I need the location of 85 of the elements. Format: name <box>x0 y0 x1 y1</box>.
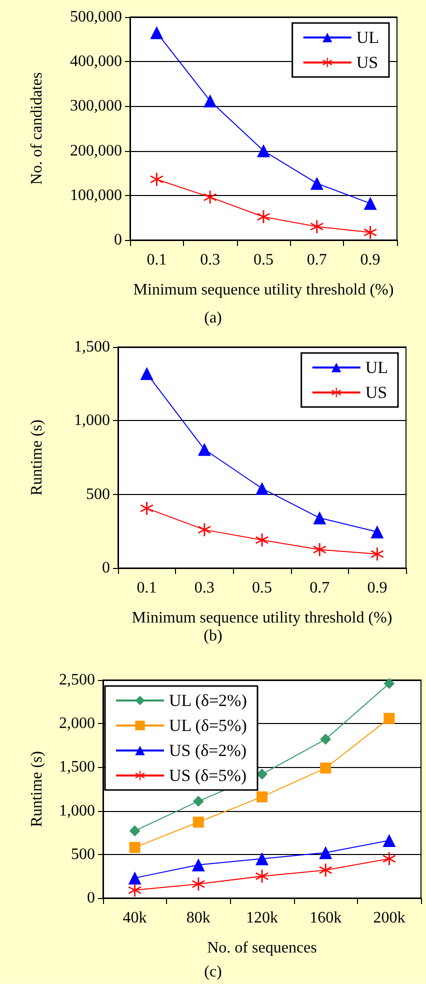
point <box>140 367 154 380</box>
point <box>256 482 268 495</box>
x-tick-label: 160k <box>310 910 342 926</box>
legend-label: UL <box>365 358 388 377</box>
point <box>256 852 268 866</box>
y-tick-label: 400,000 <box>70 53 122 70</box>
point <box>256 791 268 802</box>
x-tick-label: 120k <box>246 910 278 926</box>
point <box>313 511 326 524</box>
point <box>256 768 268 780</box>
y-tick-label: 300,000 <box>70 98 122 115</box>
x-tick-label: 0.3 <box>194 580 214 596</box>
legend-label: US (δ=5%) <box>169 766 247 785</box>
y-tick-label: 0 <box>87 890 95 906</box>
x-tick-label: 200k <box>373 910 406 926</box>
y-axis-title: No. of candidates <box>28 72 46 185</box>
point <box>320 762 332 774</box>
y-tick-label: 0 <box>102 560 110 576</box>
y-tick-label: 1,000 <box>74 412 110 430</box>
point <box>310 220 324 234</box>
point <box>192 858 205 872</box>
point <box>140 502 154 515</box>
y-tick-label: 1,500 <box>74 338 110 356</box>
point <box>313 543 326 556</box>
point <box>150 172 164 186</box>
point <box>310 176 324 190</box>
point <box>198 442 211 456</box>
text: (b) <box>204 628 222 644</box>
point <box>364 226 377 239</box>
legend-label: UL (δ=2%) <box>169 691 247 710</box>
point <box>150 26 164 40</box>
point <box>128 871 142 884</box>
x-axis-title: No. of sequences <box>207 940 317 956</box>
y-tick-label: 2,500 <box>59 672 95 688</box>
y-tick-label: 500 <box>86 486 110 503</box>
y-tick-label: 500 <box>71 846 95 863</box>
point <box>370 548 384 561</box>
x-tick-label: 0.5 <box>254 252 274 268</box>
x-tick-label: 0.9 <box>367 580 388 596</box>
y-axis-title: Runtime (s) <box>28 751 46 827</box>
y-tick-label: 1,000 <box>59 802 95 820</box>
point <box>370 525 384 538</box>
x-tick-label: 0.1 <box>136 580 157 596</box>
x-tick-label: 80k <box>186 910 210 926</box>
x-tick-label: 0.3 <box>200 252 220 268</box>
point <box>384 678 395 689</box>
point <box>319 846 332 860</box>
x-tick-label: 0.1 <box>146 252 167 268</box>
x-tick-label: 40k <box>122 910 147 926</box>
legend-label: US <box>356 53 378 72</box>
x-tick-label: 0.9 <box>360 252 380 268</box>
point <box>364 196 377 210</box>
x-tick-label: 0.5 <box>252 580 272 596</box>
point <box>129 825 140 836</box>
y-tick-label: 1,500 <box>59 758 95 776</box>
point <box>192 816 204 828</box>
point <box>257 144 270 158</box>
text: (c) <box>204 964 222 980</box>
y-tick-label: 200,000 <box>70 142 122 160</box>
legend-label: US (δ=2%) <box>169 741 247 760</box>
x-axis-title: Minimum sequence utility threshold (%) <box>133 282 394 298</box>
point <box>198 523 211 536</box>
point <box>192 796 204 807</box>
text: (a) <box>204 310 222 326</box>
x-axis-title: Minimum sequence utility threshold (%) <box>132 610 392 626</box>
x-tick-label: 0.7 <box>306 252 327 268</box>
point <box>204 190 217 204</box>
y-axis-title: Runtime (s) <box>28 420 46 496</box>
point <box>320 734 332 745</box>
legend-label: UL (δ=5%) <box>169 716 247 735</box>
y-tick-label: 0 <box>114 232 122 248</box>
point <box>382 834 396 847</box>
point <box>128 884 142 897</box>
legend-label: UL <box>356 28 380 47</box>
y-tick-label: 500,000 <box>70 8 122 26</box>
point <box>129 842 140 853</box>
y-tick-label: 100,000 <box>70 186 122 204</box>
point <box>204 94 217 108</box>
x-tick-label: 0.7 <box>310 580 330 596</box>
point <box>384 712 395 724</box>
point <box>192 878 205 891</box>
point <box>319 864 332 877</box>
y-tick-label: 2,000 <box>59 715 95 732</box>
point <box>382 852 396 866</box>
legend-label: US <box>365 383 388 402</box>
